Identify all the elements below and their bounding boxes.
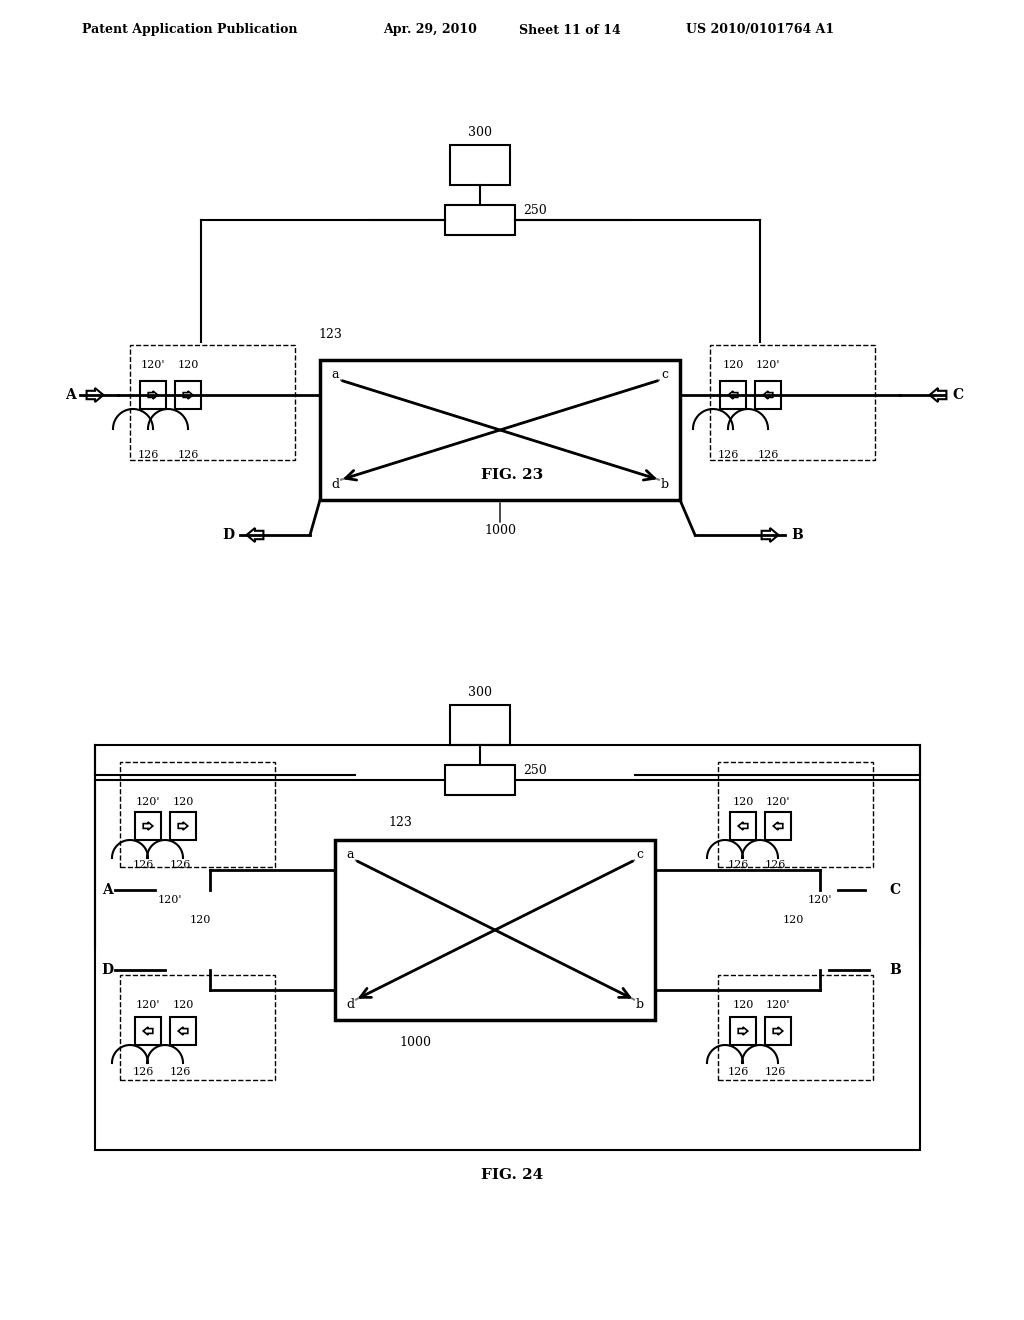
Bar xyxy=(450,705,510,744)
Text: 120': 120' xyxy=(140,360,165,370)
Bar xyxy=(445,205,515,235)
Bar xyxy=(755,381,781,409)
Text: 126: 126 xyxy=(169,861,190,870)
Text: Sheet 11 of 14: Sheet 11 of 14 xyxy=(519,24,621,37)
Text: 120: 120 xyxy=(722,360,743,370)
Text: 123: 123 xyxy=(318,329,342,342)
Bar xyxy=(120,975,275,1080)
Text: a: a xyxy=(346,849,353,862)
Bar xyxy=(765,1016,791,1045)
Text: 120: 120 xyxy=(172,1001,194,1010)
Text: 126: 126 xyxy=(132,861,154,870)
Text: 120: 120 xyxy=(189,915,211,925)
Text: 126: 126 xyxy=(169,1067,190,1077)
Text: C: C xyxy=(890,883,900,898)
Bar xyxy=(450,145,510,185)
Bar xyxy=(730,812,756,840)
Text: 126: 126 xyxy=(758,450,778,459)
Bar xyxy=(135,1016,161,1045)
Text: 120': 120' xyxy=(766,1001,791,1010)
Text: 250: 250 xyxy=(523,203,547,216)
Text: 120': 120' xyxy=(808,895,833,906)
Bar xyxy=(445,766,515,795)
Text: D: D xyxy=(222,528,234,543)
Bar xyxy=(730,1016,756,1045)
Text: FIG. 24: FIG. 24 xyxy=(481,1168,543,1181)
Text: Patent Application Publication: Patent Application Publication xyxy=(82,24,298,37)
Text: 120': 120' xyxy=(766,797,791,807)
Text: 126: 126 xyxy=(764,1067,785,1077)
Text: 120: 120 xyxy=(177,360,199,370)
Text: 1000: 1000 xyxy=(484,524,516,536)
Text: 120': 120' xyxy=(756,360,780,370)
Text: A: A xyxy=(65,388,76,403)
Bar xyxy=(765,812,791,840)
Text: 300: 300 xyxy=(468,686,492,700)
Bar xyxy=(710,345,874,459)
Text: 120': 120' xyxy=(136,1001,160,1010)
Text: 123: 123 xyxy=(388,816,412,829)
Text: 126: 126 xyxy=(177,450,199,459)
Bar xyxy=(335,840,655,1020)
Text: c: c xyxy=(637,849,643,862)
Text: 126: 126 xyxy=(718,450,738,459)
Text: 126: 126 xyxy=(132,1067,154,1077)
Text: b: b xyxy=(660,479,669,491)
Bar xyxy=(170,1016,196,1045)
Bar xyxy=(319,360,680,500)
Text: 120: 120 xyxy=(732,797,754,807)
Text: 120: 120 xyxy=(732,1001,754,1010)
Text: a: a xyxy=(331,368,339,381)
Text: d: d xyxy=(331,479,339,491)
Text: 250: 250 xyxy=(523,763,547,776)
Text: A: A xyxy=(101,883,113,898)
Text: B: B xyxy=(792,528,803,543)
Text: 120': 120' xyxy=(158,895,182,906)
Bar xyxy=(170,812,196,840)
Text: 120: 120 xyxy=(172,797,194,807)
Text: 1000: 1000 xyxy=(399,1035,431,1048)
Bar xyxy=(720,381,746,409)
Text: 120': 120' xyxy=(136,797,160,807)
Text: c: c xyxy=(662,368,669,381)
Text: D: D xyxy=(101,964,113,977)
Text: US 2010/0101764 A1: US 2010/0101764 A1 xyxy=(686,24,835,37)
Bar xyxy=(175,381,201,409)
Text: Apr. 29, 2010: Apr. 29, 2010 xyxy=(383,24,477,37)
Text: b: b xyxy=(636,998,644,1011)
Text: 126: 126 xyxy=(727,861,749,870)
Text: FIG. 23: FIG. 23 xyxy=(481,469,543,482)
Text: d: d xyxy=(346,998,354,1011)
Bar xyxy=(120,762,275,867)
Bar xyxy=(718,762,873,867)
Bar xyxy=(140,381,166,409)
Text: B: B xyxy=(889,964,901,977)
Text: 300: 300 xyxy=(468,127,492,140)
Text: C: C xyxy=(952,388,964,403)
Bar xyxy=(135,812,161,840)
Bar xyxy=(95,744,920,1150)
Text: 126: 126 xyxy=(727,1067,749,1077)
Bar xyxy=(130,345,295,459)
Bar xyxy=(718,975,873,1080)
Text: 120: 120 xyxy=(782,915,804,925)
Text: 126: 126 xyxy=(137,450,159,459)
Text: 126: 126 xyxy=(764,861,785,870)
